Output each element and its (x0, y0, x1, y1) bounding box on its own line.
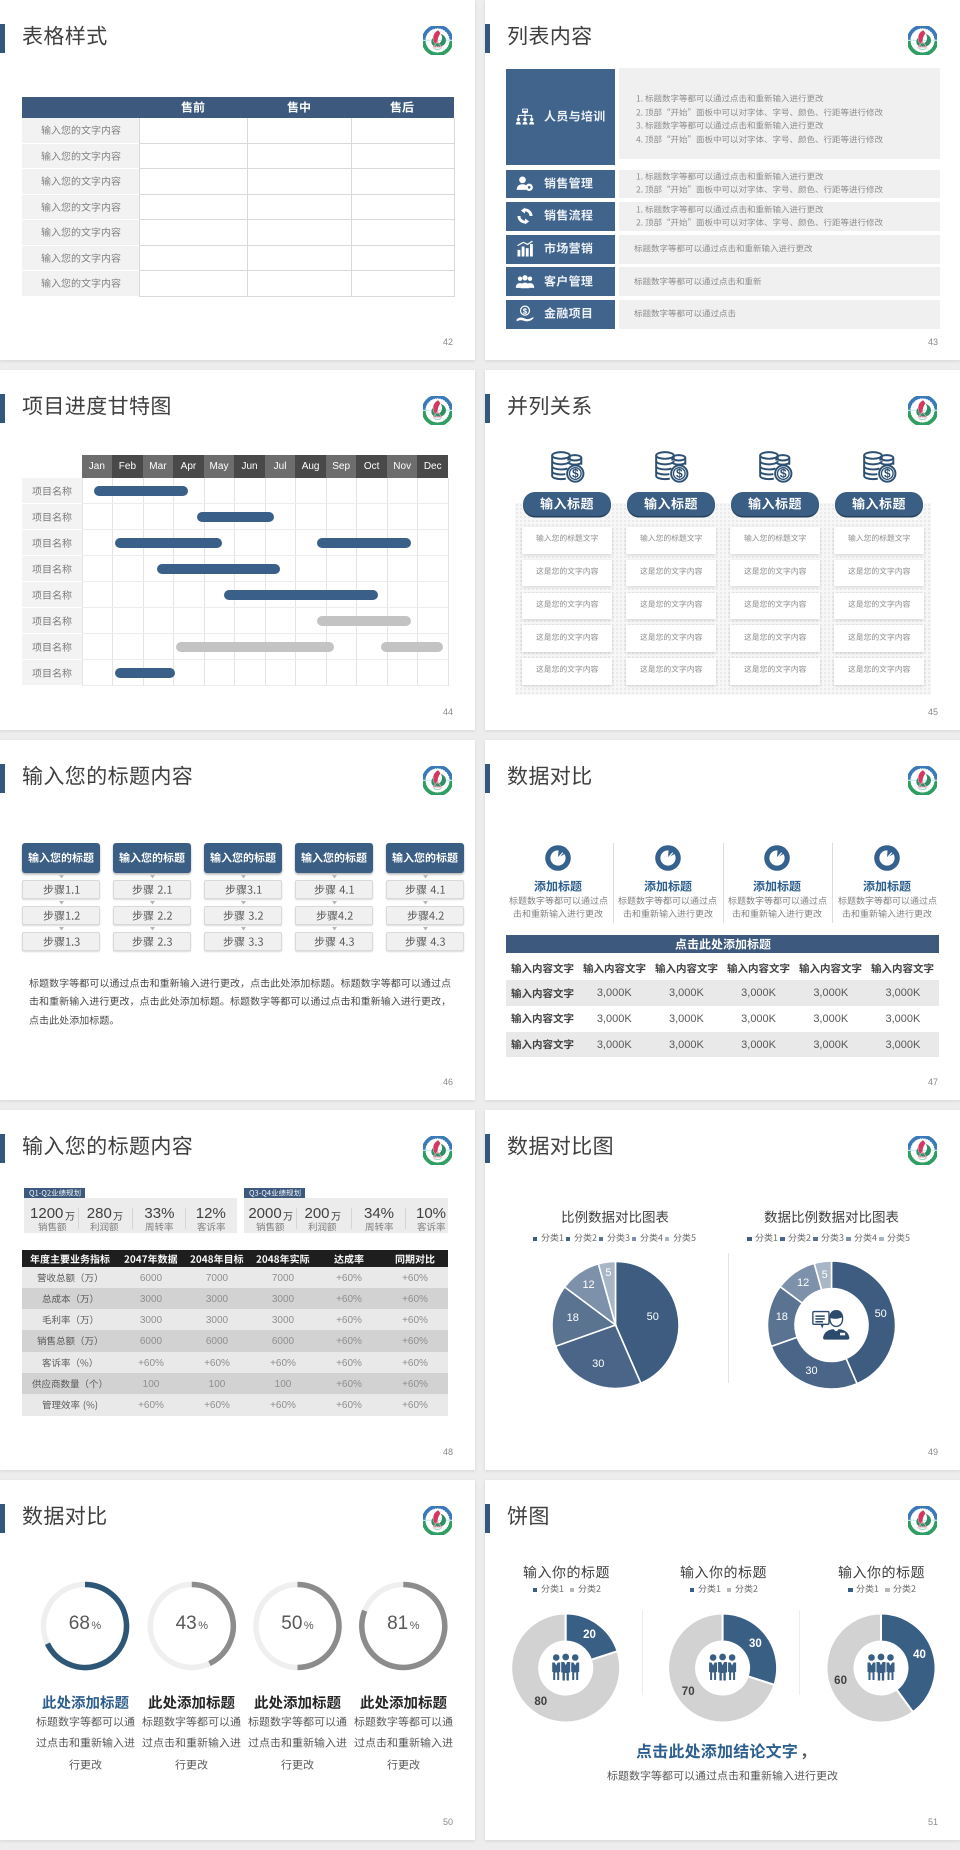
svg-text:$: $ (779, 466, 786, 480)
svg-text:$: $ (883, 466, 890, 480)
svg-text:$: $ (675, 466, 682, 480)
svg-text:$: $ (571, 466, 578, 480)
